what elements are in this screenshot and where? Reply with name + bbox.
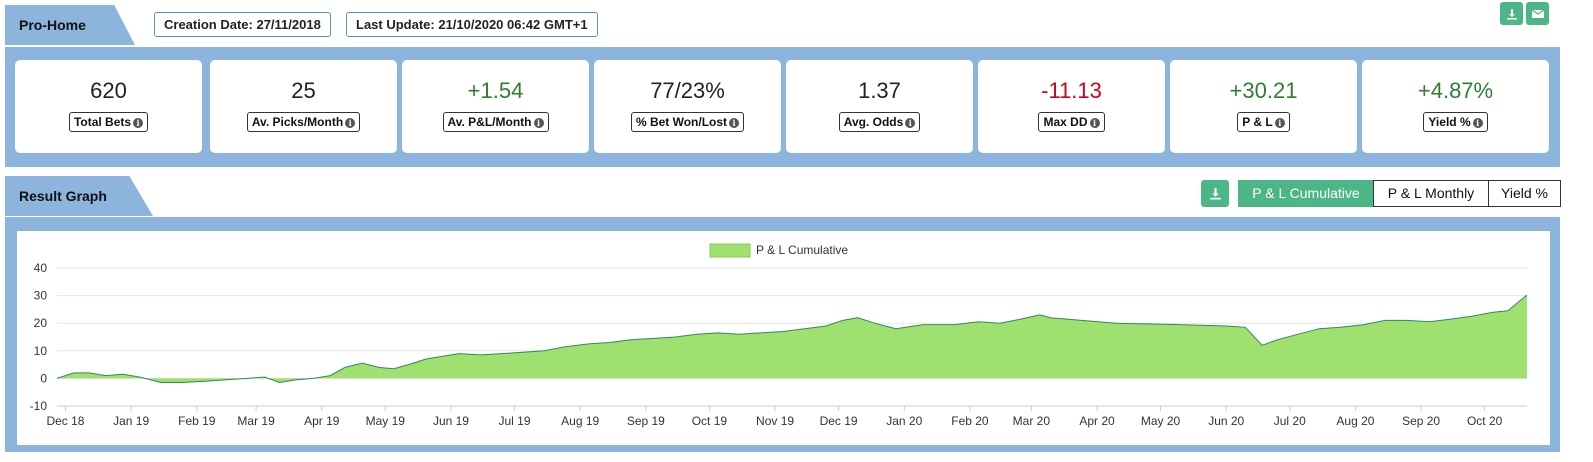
y-tick-label: 30 [34,289,48,303]
info-circle-icon[interactable]: i [1089,117,1100,128]
stat-label[interactable]: Avg. Odds i [838,112,921,132]
stat-label-text: Yield % [1428,115,1471,129]
stat-value: 1.37 [858,78,901,103]
x-tick-label: Jan 19 [113,414,149,428]
y-tick-label: 40 [34,261,48,275]
stat-label[interactable]: Av. P&L/Month i [442,112,549,132]
creation-date-badge: Creation Date: 27/11/2018 [154,12,331,37]
stats-panel: 620 Total Bets i 25 Av. Picks/Month i +1.5… [5,47,1560,167]
x-tick-label: Jun 20 [1208,414,1244,428]
stat-label[interactable]: % Bet Won/Lost i [630,112,745,132]
stat-label-text: Avg. Odds [843,115,904,129]
x-tick-label: Feb 19 [178,414,216,428]
stat-label-text: % Bet Won/Lost [635,115,728,129]
stat-value: +30.21 [1229,78,1298,103]
y-tick-label: -10 [30,399,48,413]
stat-label-text: Av. P&L/Month [447,115,532,129]
x-tick-label: Sep 20 [1402,414,1440,428]
y-tick-label: 20 [34,316,48,330]
info-circle-icon[interactable]: i [345,117,356,128]
download-icon [1209,188,1221,200]
stat-value: 77/23% [650,78,725,103]
x-tick-label: May 19 [366,414,406,428]
stat-card-av-picks-month: 25 Av. Picks/Month i [210,60,397,153]
x-tick-label: Jan 20 [886,414,922,428]
y-tick-label: 0 [40,371,47,385]
pl-line [56,294,1528,384]
stat-card-av-pl-month: +1.54 Av. P&L/Month i [402,60,589,153]
stat-value: 620 [90,78,127,103]
stat-value: +1.54 [467,78,524,103]
pl-cumulative-chart: P & L Cumulative 40 30 20 10 0 -10 Dec 18 Jan … [30,243,1528,428]
stat-label[interactable]: Max DD i [1038,112,1105,132]
toggle-yield[interactable]: Yield % [1488,180,1561,207]
info-circle-icon[interactable]: i [729,117,740,128]
stat-value: -11.13 [1041,78,1102,103]
last-update-badge: Last Update: 21/10/2020 06:42 GMT+1 [346,12,598,37]
stat-label-text: Av. Picks/Month [251,115,344,129]
toggle-pl-monthly[interactable]: P & L Monthly [1373,180,1489,207]
email-button[interactable] [1526,2,1549,25]
stat-card-total-bets: 620 Total Bets i [15,60,202,153]
stat-card-max-dd: -11.13 Max DD i [978,60,1165,153]
stat-value: +4.87% [1417,78,1494,103]
envelope-icon [1531,9,1544,18]
info-circle-icon[interactable]: i [905,117,916,128]
x-tick-label: Aug 19 [561,414,599,428]
x-tick-label: Mar 19 [237,414,275,428]
graph-container: P & L Cumulative 40 30 20 10 0 -10 Dec 18 Jan … [17,231,1550,445]
stat-label-text: Max DD [1043,115,1088,129]
stat-label[interactable]: Yield % i [1423,112,1488,132]
x-tick-label: Nov 19 [756,414,794,428]
stat-label[interactable]: Av. Picks/Month i [246,112,361,132]
x-tick-label: Apr 19 [304,414,340,428]
x-tick-label: Jun 19 [433,414,469,428]
x-tick-label: Aug 20 [1336,414,1374,428]
info-circle-icon[interactable]: i [533,117,544,128]
graph-download-button[interactable] [1201,180,1229,207]
x-tick-label: Jul 19 [499,414,531,428]
stat-card-bet-won-lost: 77/23% % Bet Won/Lost i [594,60,781,153]
x-tick-label: Dec 19 [820,414,858,428]
graph-panel: P & L Cumulative 40 30 20 10 0 -10 Dec 18 Jan … [5,217,1560,452]
x-tick-label: Oct 20 [1467,414,1503,428]
stat-label-text: Total Bets [73,115,132,129]
toggle-pl-cumulative[interactable]: P & L Cumulative [1238,180,1374,207]
legend-swatch [709,243,751,258]
download-button[interactable] [1500,2,1523,25]
x-tick-label: May 20 [1141,414,1181,428]
info-circle-icon[interactable]: i [133,117,144,128]
download-icon [1506,8,1517,19]
x-tick-label: Dec 18 [46,414,84,428]
legend-label: P & L Cumulative [756,243,848,257]
info-circle-icon[interactable]: i [1472,117,1483,128]
x-tick-label: Apr 20 [1079,414,1115,428]
x-tick-label: Oct 19 [692,414,728,428]
x-tick-label: Mar 20 [1013,414,1051,428]
stat-value: 25 [291,78,316,103]
section-header-result-graph: Result Graph [5,176,153,216]
x-tick-label: Jul 20 [1274,414,1306,428]
x-tick-label: Sep 19 [627,414,665,428]
stat-label[interactable]: Total Bets i [68,112,149,132]
stat-label-text: P & L [1242,115,1273,129]
pl-area [57,295,1527,383]
y-tick-label: 10 [34,344,48,358]
x-tick-label: Feb 20 [951,414,989,428]
info-circle-icon[interactable]: i [1274,117,1285,128]
stat-card-yield: +4.87% Yield % i [1362,60,1549,153]
section-header-pro-home: Pro-Home [5,5,135,45]
stat-card-avg-odds: 1.37 Avg. Odds i [786,60,973,153]
